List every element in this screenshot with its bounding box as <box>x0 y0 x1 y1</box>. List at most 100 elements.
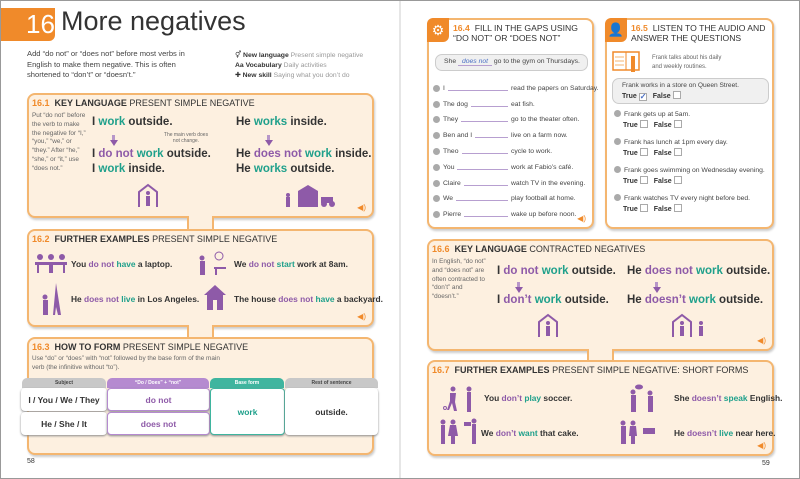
negative-auxiliary: don’t <box>495 428 517 438</box>
false-label: False <box>653 122 672 129</box>
sentence-text: outside. <box>163 148 211 160</box>
answer-blank[interactable] <box>457 168 508 170</box>
true-checkbox[interactable] <box>639 120 648 128</box>
prompt-before: You <box>443 163 455 171</box>
section-heading: 16.5 Listen to the audio and answer the q… <box>631 23 766 43</box>
prompt-before: Claire <box>443 179 461 187</box>
audio-speaker-icon[interactable]: ◀) <box>757 441 766 450</box>
sentence-text: a laptop. <box>135 259 173 269</box>
section-16-7: 16.7 Further examples Present simple nega… <box>427 360 782 456</box>
legend-label: Vocabulary <box>245 62 282 69</box>
false-checkbox[interactable] <box>672 91 681 99</box>
section-heading: 16.1 Key language Present simple negative <box>32 98 255 108</box>
item-number-badge <box>433 84 440 92</box>
legend-value: Present simple negative <box>290 52 364 59</box>
item-number-badge <box>433 179 440 187</box>
section-16-6: 16.6 Key language Contracted negatives In… <box>427 239 774 351</box>
listener-headphones-icon: 👤 <box>605 18 627 42</box>
item-number-badge <box>614 138 621 145</box>
aux-cell: does not <box>107 412 210 435</box>
section-16-1: 16.1 Key language Present simple negative… <box>27 93 374 218</box>
sentence-text: that cake. <box>537 428 579 438</box>
false-checkbox[interactable] <box>673 120 682 128</box>
section-note: In English, “do not” and “does not” are … <box>432 258 486 301</box>
example-sentence: I do not work outside. <box>497 265 616 277</box>
example-sentence: I don’t work outside. <box>497 294 609 306</box>
answer-blank[interactable] <box>447 89 508 91</box>
sentence-text: soccer. <box>541 393 573 403</box>
false-label: False <box>653 150 672 157</box>
page-gutter <box>399 0 401 479</box>
legend-label: New language <box>243 52 289 59</box>
true-label: True <box>623 206 638 213</box>
prompt-before: Ben and I <box>443 132 473 140</box>
audio-speaker-icon[interactable]: ◀) <box>577 214 586 223</box>
section-heading: 16.3 How to form Present simple negative <box>32 342 249 352</box>
section-note: Put “do not” before the verb to make the… <box>32 112 86 172</box>
true-checkbox[interactable] <box>639 176 648 184</box>
prompt-before: Pierre <box>443 211 462 219</box>
negative-auxiliary: do not <box>503 265 539 277</box>
true-false-item: Frank has lunch at 1pm every day. True Fa… <box>614 138 765 166</box>
answer-blank[interactable] <box>475 137 508 139</box>
section-heading: 16.7 Further examples Present simple nega… <box>432 365 749 375</box>
example-sentence: He works inside. <box>236 116 327 128</box>
negative-auxiliary: don’t <box>503 294 532 306</box>
listening-intro: Frank talks about his daily and weekly r… <box>652 55 722 70</box>
true-checkbox[interactable] <box>639 204 648 212</box>
column-header-base-form: Base form <box>210 378 284 388</box>
aux-cell: do not <box>107 388 210 411</box>
main-verb: work <box>689 294 716 306</box>
false-checkbox[interactable] <box>673 148 682 156</box>
question-text: Frank has lunch at 1pm every day. <box>624 139 728 146</box>
legend-item: ⚥ New language Present simple negative <box>235 51 363 61</box>
item-number-badge <box>433 132 440 140</box>
true-label: True <box>623 122 638 129</box>
false-checkbox[interactable] <box>673 176 682 184</box>
audio-speaker-icon[interactable]: ◀) <box>357 312 366 321</box>
true-checkbox[interactable] <box>639 148 648 156</box>
answer-blank[interactable] <box>461 121 508 123</box>
false-label: False <box>653 206 672 213</box>
negative-auxiliary: doesn’t <box>691 393 722 403</box>
false-label: False <box>653 178 672 185</box>
false-checkbox[interactable] <box>673 204 682 212</box>
true-false-item: Frank gets up at 5am. True False <box>614 110 765 138</box>
sentence-text: work at 8am. <box>294 259 348 269</box>
main-verb: want <box>518 428 538 438</box>
example-sentence: We don’t want that cake. <box>481 428 579 438</box>
example-sentence: She doesn’t speak English. <box>674 393 782 403</box>
sentence-text: outside. <box>287 163 335 175</box>
prompt-before: They <box>443 116 459 124</box>
calendar-person-icon <box>612 50 642 72</box>
sentence-text: a backyard. <box>334 294 383 304</box>
example-sentence: He does not work inside. <box>236 148 372 160</box>
answer-blank[interactable] <box>470 105 508 107</box>
unit-number: 16 <box>0 8 55 41</box>
legend-value: Saying what you don’t do <box>273 72 350 79</box>
true-checkbox-checked[interactable]: ✓ <box>638 92 647 101</box>
sentence-text: He <box>71 294 85 304</box>
audio-speaker-icon[interactable]: ◀) <box>757 336 766 345</box>
item-number-badge <box>614 166 621 173</box>
true-label: True <box>623 150 638 157</box>
example-sentence: I work inside. <box>92 163 165 175</box>
main-verb: work <box>534 294 562 306</box>
gap-fill-item: We play football at home. <box>433 187 593 203</box>
main-verb: works <box>253 163 288 175</box>
sentence-text: outside. <box>561 294 609 306</box>
answer-blank[interactable] <box>464 216 508 218</box>
answer-blank[interactable] <box>463 184 508 186</box>
example-answer: does not <box>457 58 492 66</box>
down-arrow-icon <box>514 287 523 293</box>
answer-blank[interactable] <box>461 152 508 154</box>
sentence-text: He <box>236 163 254 175</box>
main-verb: live <box>121 294 136 304</box>
answer-blank[interactable] <box>456 200 508 202</box>
item-number-badge <box>614 110 621 117</box>
item-number-badge <box>433 147 440 155</box>
base-form-cell: work <box>210 388 285 435</box>
true-false-item: Frank watches TV every night before bed.… <box>614 194 765 222</box>
audio-speaker-icon[interactable]: ◀) <box>357 203 366 212</box>
section-heading: 16.2 Further examples Present simple nega… <box>32 234 278 244</box>
